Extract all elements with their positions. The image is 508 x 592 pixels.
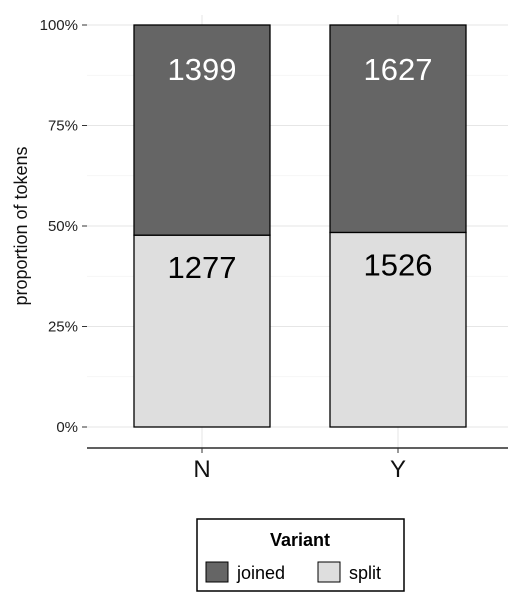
x-tick-label: N [193,456,210,483]
bar-joined-N [133,24,271,236]
y-axis-title: proportion of tokens [11,146,31,305]
y-tick-label: 75% [48,118,78,135]
y-tick-label: 0% [56,419,78,436]
x-tick-label: Y [390,456,406,483]
y-tick-label: 50% [48,218,78,235]
y-tick-label: 25% [48,319,78,336]
legend-swatch-split [317,561,341,583]
bars-group: 1277 1399 1526 1627 [133,24,467,428]
y-axis-ticks: 0% 25% 50% 75% 100% [40,17,87,436]
legend-swatch-joined [205,561,229,583]
legend-label-split: split [349,563,381,583]
bar-value-label-split-Y: 1526 [364,247,433,282]
legend-title: Variant [270,530,330,550]
legend-label-joined: joined [236,563,285,583]
bar-value-label-joined-Y: 1627 [364,52,433,87]
bar-joined-Y [329,24,467,234]
bar-split-N [133,234,271,428]
bar-value-label-split-N: 1277 [168,250,237,285]
y-tick-label: 100% [40,17,78,34]
legend-box [196,518,405,592]
legend: Variant joined split [196,518,405,592]
bar-value-label-joined-N: 1399 [168,52,237,87]
